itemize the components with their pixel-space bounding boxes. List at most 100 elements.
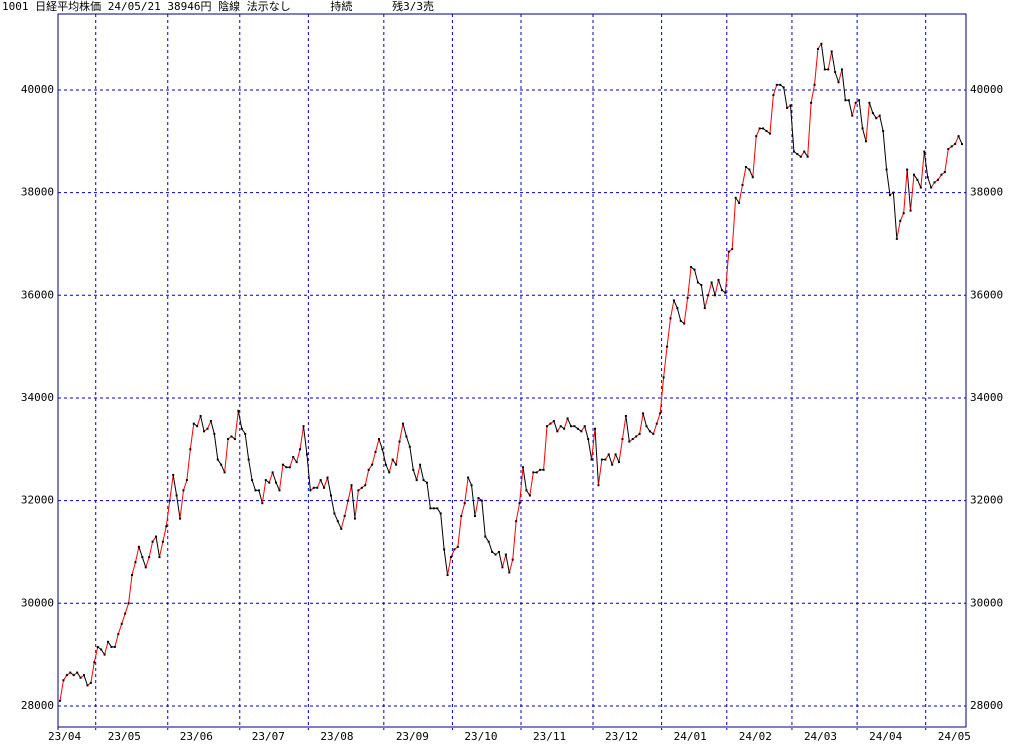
data-point [257,489,260,492]
line-segment [807,102,812,157]
data-point [107,640,110,643]
data-point [878,114,881,117]
data-point [93,661,96,664]
line-segment [673,300,678,309]
line-segment [306,454,311,491]
data-point [590,458,593,461]
data-point [357,489,360,492]
line-segment [790,105,795,152]
data-point [456,545,459,548]
data-point [840,68,843,71]
data-point [299,448,302,451]
line-segment [587,438,593,460]
line-segment [59,680,64,701]
y2-tick-label: 28000 [970,699,1003,712]
data-point [909,209,912,212]
line-segment [704,295,709,309]
data-point [861,127,864,130]
data-point [542,468,545,471]
data-point [275,481,278,484]
data-point [727,250,730,253]
data-point [755,135,758,138]
line-segment [176,495,181,519]
line-segment [820,43,826,70]
line-segment [683,297,689,324]
line-segment [886,169,891,196]
line-segment [519,467,524,504]
data-point [381,448,384,451]
line-segment [848,100,853,116]
line-segment [920,151,925,188]
line-segment [639,413,644,434]
line-segment [954,135,960,145]
data-point [748,168,751,171]
data-point [765,130,768,133]
data-point [271,471,274,474]
data-point [377,438,380,441]
data-point [371,463,374,466]
data-point [323,486,326,489]
line-segment [261,480,267,504]
data-point [110,645,113,648]
data-point [230,435,233,438]
data-point [151,540,154,543]
line-segment [104,641,109,655]
line-segment [584,426,589,440]
data-point [103,653,106,656]
line-segment [471,485,476,517]
line-segment [138,546,143,558]
line-segment [268,472,274,483]
data-point [690,266,693,269]
x-tick-label: 23/07 [252,730,285,743]
line-segment [481,500,486,537]
line-segment [385,464,390,473]
data-point [696,281,699,284]
data-point [779,83,782,86]
y-tick-label: 32000 [21,494,54,507]
data-point [611,463,614,466]
data-point [432,507,435,510]
data-point [206,427,209,430]
line-segment [755,128,761,137]
line-segment [567,418,572,427]
data-point [453,548,456,551]
line-segment [814,48,819,85]
y-tick-label: 30000 [21,596,54,609]
data-point [172,473,175,476]
data-point [117,633,120,636]
data-point [950,145,953,148]
data-point [120,622,123,625]
data-point [203,430,206,433]
line-segment [158,541,164,558]
data-point [292,455,295,458]
data-point [806,155,809,158]
data-point [254,489,257,492]
data-point [700,284,703,287]
x-tick-label: 24/04 [869,730,902,743]
line-segment [323,477,328,488]
line-segment [189,423,195,450]
data-point [148,556,151,559]
data-point [158,556,161,559]
data-point [196,425,199,428]
data-point [220,463,223,466]
line-segment [906,169,912,211]
data-point [89,681,92,684]
line-segment [769,95,774,134]
data-point [645,425,648,428]
line-segment [145,556,150,568]
data-point [285,466,288,469]
x-tick-label: 23/10 [464,730,497,743]
data-point [76,671,79,674]
line-segment [563,418,569,429]
data-point [72,674,75,677]
data-point [364,484,367,487]
data-point [648,430,651,433]
data-point [137,545,140,548]
line-segment [501,554,507,568]
data-point [858,99,861,102]
data-point [539,468,542,471]
line-segment [405,436,411,447]
data-point [168,499,171,502]
line-segment [114,633,119,648]
